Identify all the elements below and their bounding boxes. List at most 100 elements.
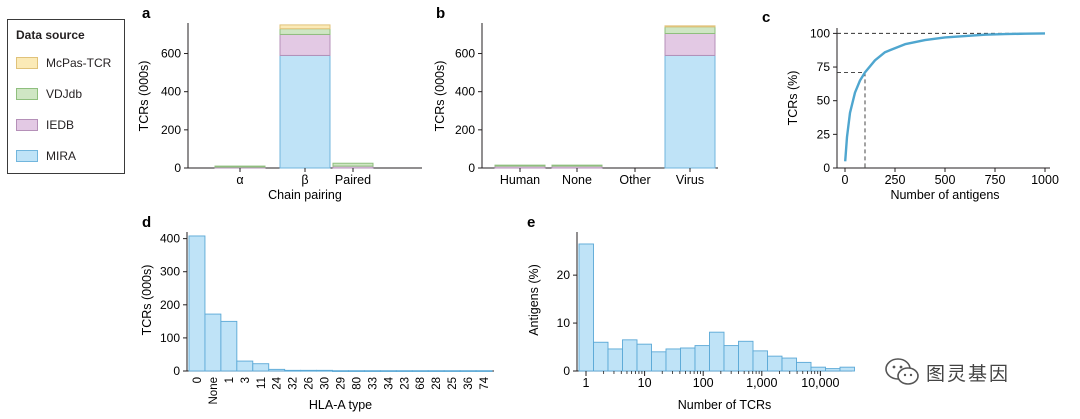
y-tick-label: 200 [455, 123, 475, 137]
x-tick-label: 0 [842, 173, 849, 187]
bar-segment-mcpas-tcr [279, 24, 331, 30]
y-axis-label: TCRs (000s) [140, 265, 154, 336]
histogram-bar [252, 363, 270, 372]
legend-swatch [16, 150, 38, 162]
histogram-bar [427, 370, 445, 372]
x-axis-label: Chain pairing [268, 188, 342, 202]
panel-letter-a: a [142, 5, 151, 22]
legend-item-mcpas: McPas-TCR [16, 55, 111, 71]
histogram-bar [204, 313, 222, 372]
x-tick-label: 34 [383, 376, 395, 389]
x-tick-label: Virus [676, 173, 704, 187]
histogram-bar [752, 350, 768, 372]
panel-letter-b: b [436, 5, 445, 22]
histogram-bar [363, 370, 381, 372]
y-tick-label: 0 [174, 161, 181, 175]
legend-label: IEDB [46, 118, 75, 132]
y-tick-label: 400 [160, 232, 180, 246]
x-tick-label: 32 [288, 377, 300, 390]
legend-label: McPas-TCR [46, 56, 112, 70]
y-tick-label: 100 [160, 331, 180, 345]
x-tick-label: 1 [224, 377, 236, 383]
panel-letter-c: c [762, 9, 770, 26]
x-tick-label: Human [500, 173, 540, 187]
x-tick-label: 30 [320, 377, 332, 390]
x-tick-label: 28 [431, 377, 443, 390]
histogram-bar [796, 361, 812, 372]
histogram-bar [411, 370, 429, 372]
x-tick-label: 29 [336, 377, 348, 390]
legend-item-iedb: IEDB [16, 117, 74, 133]
y-tick-label: 0 [173, 364, 180, 378]
x-tick-label: α [236, 173, 243, 187]
x-tick-label: 1,000 [746, 376, 777, 390]
legend-item-mira: MIRA [16, 148, 76, 164]
histogram-bar [475, 370, 493, 372]
histogram-bar [709, 331, 725, 372]
histogram-bar [188, 235, 206, 372]
legend-swatch [16, 88, 38, 100]
histogram-bar [300, 369, 318, 372]
x-tick-label: 250 [885, 173, 906, 187]
y-axis-label: TCRs (000s) [433, 61, 447, 132]
histogram-bar [284, 369, 302, 372]
x-axis-label: Number of antigens [890, 188, 999, 202]
histogram-bar [220, 320, 238, 372]
y-tick-label: 100 [810, 26, 830, 40]
x-tick-label: 3 [240, 377, 252, 383]
histogram-bar [348, 370, 365, 372]
x-tick-label: Other [619, 173, 650, 187]
legend-swatch [16, 57, 38, 69]
histogram-bar [395, 370, 413, 372]
x-tick-label: 10,000 [801, 376, 839, 390]
y-tick-label: 0 [823, 161, 830, 175]
y-tick-label: 10 [557, 316, 571, 330]
histogram-bar [316, 369, 333, 372]
histogram-bar [680, 347, 696, 372]
bar-segment-iedb [664, 32, 716, 56]
histogram-bar [236, 360, 254, 372]
histogram-bar [781, 357, 797, 372]
x-tick-label: 100 [693, 376, 714, 390]
histogram-bar [622, 339, 638, 372]
series-line [844, 32, 1046, 162]
histogram-bar [767, 355, 783, 372]
y-tick-label: 200 [160, 298, 180, 312]
y-axis-label: Antigens (%) [527, 264, 541, 336]
bar-segment-mira [279, 54, 331, 169]
histogram-bar [738, 340, 754, 372]
y-tick-label: 400 [455, 85, 475, 99]
y-tick-label: 50 [817, 94, 831, 108]
legend-label: VDJdb [46, 87, 83, 101]
histogram-bar [723, 345, 739, 372]
histogram-bar [379, 370, 397, 372]
bar-segment-vdjdb [494, 164, 546, 167]
y-tick-label: 600 [161, 47, 181, 61]
y-tick-label: 25 [817, 127, 831, 141]
y-tick-label: 400 [161, 85, 181, 99]
x-tick-label: 11 [256, 377, 268, 389]
bar-segment-vdjdb [332, 162, 374, 167]
bar-segment-iedb [279, 33, 331, 56]
x-tick-label: 23 [399, 377, 411, 390]
histogram-bar [443, 370, 461, 372]
y-tick-label: 75 [817, 60, 831, 74]
x-tick-label: 1000 [1031, 173, 1059, 187]
x-tick-label: β [301, 173, 308, 187]
legend: Data source McPas-TCR VDJdb IEDB MIRA [7, 19, 125, 174]
x-tick-label: 750 [985, 173, 1006, 187]
x-tick-label: 74 [479, 376, 491, 389]
x-tick-label: 33 [367, 377, 379, 390]
legend-label: MIRA [46, 149, 76, 163]
histogram-bar [593, 341, 609, 372]
x-tick-label: 10 [638, 376, 652, 390]
histogram-bar [607, 348, 623, 372]
x-tick-label: 36 [463, 377, 475, 390]
panel-letter-d: d [142, 214, 151, 231]
histogram-bar [636, 343, 652, 372]
panel-letter-e: e [527, 214, 535, 231]
y-tick-label: 0 [468, 161, 475, 175]
x-tick-label: 26 [304, 377, 316, 390]
histogram-bar [268, 368, 286, 372]
